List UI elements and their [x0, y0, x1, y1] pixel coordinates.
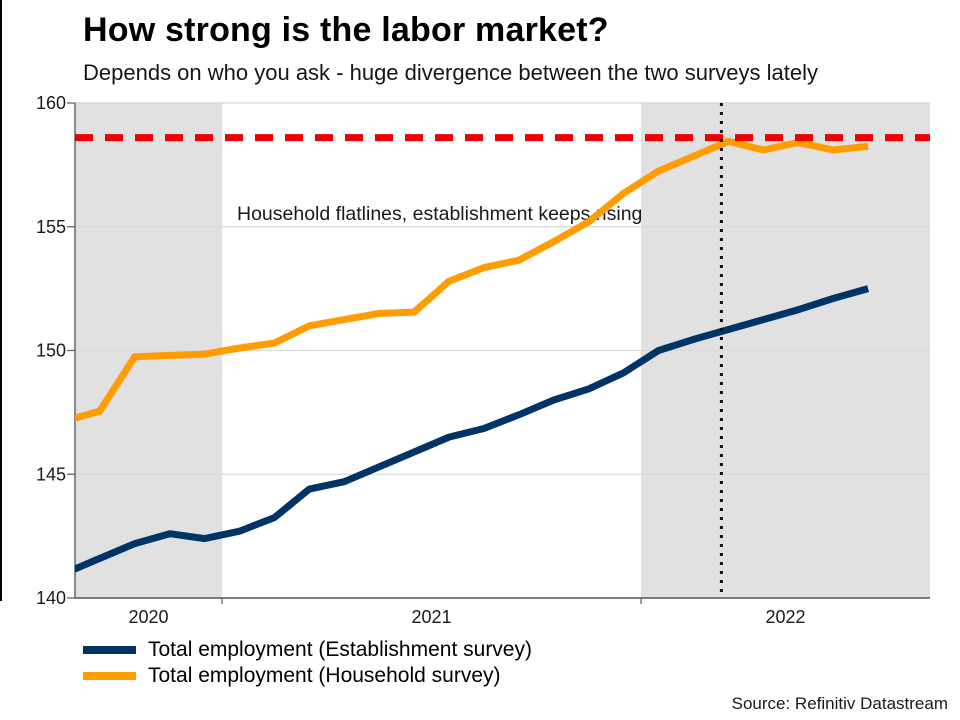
legend-item-establishment: Total employment (Establishment survey) — [83, 636, 532, 663]
y-axis-ticks-and-labels: 140 145 150 155 160 — [36, 93, 75, 608]
legend-label-establishment: Total employment (Establishment survey) — [148, 637, 532, 661]
chart-subtitle: Depends on who you ask - huge divergence… — [83, 60, 818, 85]
x-tick-label: 2021 — [412, 607, 452, 627]
household-survey-line — [75, 137, 869, 422]
x-tick-label: 2022 — [766, 607, 806, 627]
y-tick-label: 150 — [36, 341, 66, 361]
left-border-artifact — [0, 0, 2, 601]
x-axis-ticks-and-labels: 2020 2021 2022 — [128, 598, 806, 627]
establishment-survey-line — [75, 285, 870, 573]
chart-title: How strong is the labor market? — [83, 11, 609, 49]
source-credit: Source: Refinitiv Datastream — [731, 694, 948, 713]
y-tick-label: 160 — [36, 93, 66, 113]
y-tick-label: 155 — [36, 217, 66, 237]
annotation-text: Household flatlines, establishment keeps… — [237, 203, 642, 225]
legend-label-household: Total employment (Household survey) — [148, 663, 501, 687]
legend-item-household: Total employment (Household survey) — [83, 662, 501, 689]
x-tick-label: 2020 — [128, 607, 168, 627]
y-tick-label: 140 — [36, 588, 66, 608]
establishment-series-swatch — [83, 645, 136, 654]
household-series-swatch — [83, 671, 136, 680]
data-series — [75, 137, 870, 573]
y-tick-label: 145 — [36, 464, 66, 484]
